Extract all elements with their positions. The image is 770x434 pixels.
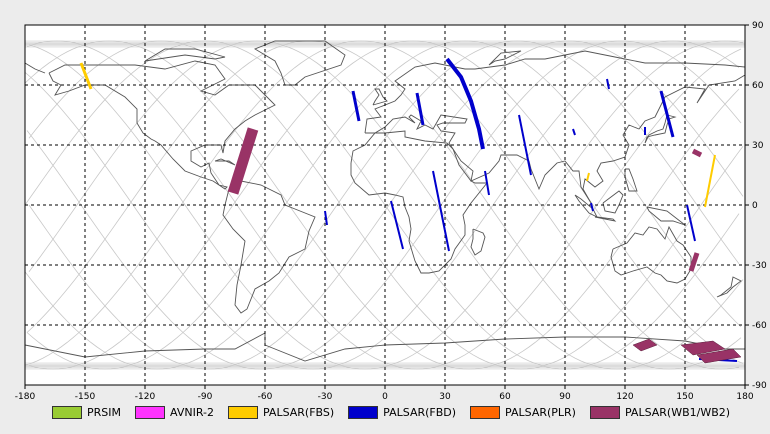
x-axis-ticks: -180 -150 -120 -90 -60 -30 0 30 60 90 120 150 180 xyxy=(15,385,754,402)
swath-palsar-fbd xyxy=(590,202,594,212)
observation-swaths xyxy=(79,57,742,364)
coastline xyxy=(350,130,488,274)
swath-palsar-wb1-wb2 xyxy=(688,252,700,272)
legend-label: AVNIR-2 xyxy=(170,405,214,419)
swath-palsar-fbd xyxy=(324,210,328,226)
x-tick-label: -90 xyxy=(198,392,213,402)
orbit-track xyxy=(26,40,742,370)
y-tick-label: 30 xyxy=(752,141,764,151)
legend-swatch xyxy=(470,405,501,419)
coastline xyxy=(364,50,746,204)
legend-item: PALSAR(PLR) xyxy=(470,405,576,419)
orbit-track xyxy=(24,40,740,370)
orbit-track xyxy=(24,40,740,370)
x-tick-label: 0 xyxy=(382,392,388,402)
swath-palsar-fbd xyxy=(659,90,675,138)
swath-palsar-fbs xyxy=(704,154,716,208)
legend-label: PALSAR(FBS) xyxy=(262,405,335,419)
legend-swatch xyxy=(227,405,258,419)
legend-label: PRSIM xyxy=(87,405,121,419)
swath-palsar-fbd xyxy=(390,200,404,250)
grid-lines xyxy=(25,25,745,385)
swath-palsar-fbs xyxy=(586,172,590,182)
coastline xyxy=(144,48,226,62)
x-tick-label: -30 xyxy=(318,392,333,402)
coastline xyxy=(24,62,46,74)
swath-palsar-wb1-wb2 xyxy=(227,127,259,195)
x-tick-label: -120 xyxy=(135,392,156,402)
swath-palsar-fbd xyxy=(432,170,450,252)
coastline xyxy=(716,276,742,298)
coastline xyxy=(214,158,236,166)
orbit-track xyxy=(24,40,740,370)
map-border xyxy=(24,24,746,386)
x-tick-label: 150 xyxy=(676,392,693,402)
x-tick-label: 30 xyxy=(439,392,451,402)
legend-label: PALSAR(FBD) xyxy=(383,405,457,419)
swath-palsar-wb1-wb2 xyxy=(680,340,726,356)
coastlines xyxy=(24,40,746,362)
legend-label: PALSAR(PLR) xyxy=(505,405,576,419)
x-tick-label: 60 xyxy=(499,392,511,402)
y-tick-label: 0 xyxy=(752,201,758,211)
coastline xyxy=(253,40,346,86)
legend-swatch xyxy=(348,405,379,419)
legend: PRSIM AVNIR-2 PALSAR(FBS) PALSAR(FBD) PALSAR… xyxy=(0,400,770,424)
coastline xyxy=(644,114,677,144)
swath-palsar-fbd xyxy=(484,170,490,196)
swath-palsar-wb1-wb2 xyxy=(691,148,703,158)
swath-palsar-fbs xyxy=(79,62,93,90)
legend-item: PALSAR(WB1/WB2) xyxy=(589,405,731,419)
legend-swatch xyxy=(52,405,82,419)
legend-swatch xyxy=(589,405,620,419)
coastline xyxy=(594,216,617,222)
coastline xyxy=(488,50,522,66)
y-tick-label: -30 xyxy=(752,261,767,271)
legend-item: PRSIM xyxy=(52,405,121,419)
swath-palsar-fbd xyxy=(415,92,425,126)
swath-palsar-fbd xyxy=(518,114,532,176)
coastline xyxy=(222,180,316,314)
x-tick-label: -150 xyxy=(75,392,96,402)
coastline xyxy=(470,228,486,256)
swath-palsar-wb1-wb2 xyxy=(696,348,742,364)
legend-swatch xyxy=(135,405,165,419)
swath-palsar-fbd xyxy=(686,204,696,242)
swath-palsar-fbd xyxy=(606,78,610,90)
coastline xyxy=(372,88,388,106)
swath-palsar-fbd xyxy=(445,57,485,150)
legend-item: PALSAR(FBD) xyxy=(348,405,457,419)
x-tick-label: 90 xyxy=(559,392,571,402)
y-tick-label: 60 xyxy=(752,81,764,91)
y-axis-ticks: 90 60 30 0 -30 -60 -90 xyxy=(745,21,767,391)
legend-item: AVNIR-2 xyxy=(135,405,214,419)
swath-palsar-fbd xyxy=(572,128,576,136)
x-tick-label: -60 xyxy=(258,392,273,402)
coastline xyxy=(48,60,276,190)
orbit-track xyxy=(26,40,742,370)
legend-label: PALSAR(WB1/WB2) xyxy=(624,405,731,419)
x-tick-label: 120 xyxy=(616,392,633,402)
y-tick-label: -90 xyxy=(752,381,767,391)
x-tick-label: 180 xyxy=(736,392,753,402)
legend-item: PALSAR(FBS) xyxy=(227,405,335,419)
y-tick-label: -60 xyxy=(752,321,767,331)
coastline xyxy=(646,206,686,226)
y-tick-label: 90 xyxy=(752,21,764,31)
swath-palsar-wb1-wb2 xyxy=(632,338,658,352)
coastline xyxy=(24,332,745,362)
x-tick-label: -180 xyxy=(15,392,36,402)
swath-palsar-fbd xyxy=(351,90,361,122)
